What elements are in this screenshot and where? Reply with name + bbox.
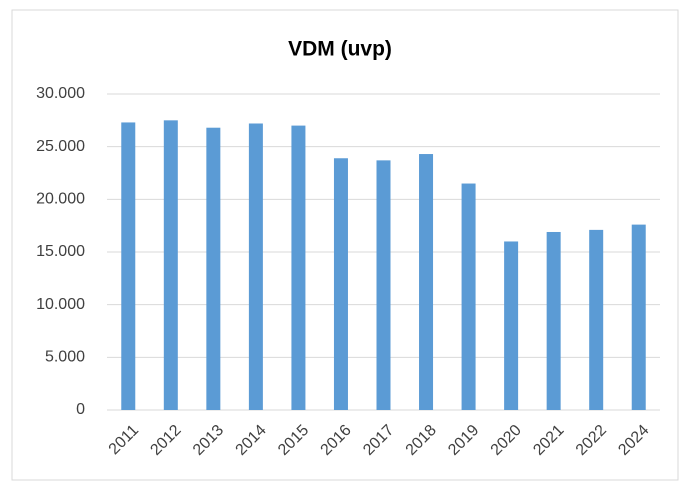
bar xyxy=(546,231,561,410)
y-tick-label: 5.000 xyxy=(45,349,85,366)
y-tick-label: 15.000 xyxy=(36,243,85,260)
y-tick-label: 10.000 xyxy=(36,296,85,313)
bar xyxy=(333,158,348,410)
y-tick-label: 20.000 xyxy=(36,191,85,208)
bar xyxy=(291,125,306,410)
bar xyxy=(419,154,434,410)
bar xyxy=(206,127,221,410)
bar xyxy=(163,120,178,410)
y-tick-label: 25.000 xyxy=(36,138,85,155)
y-tick-label: 0 xyxy=(76,401,85,418)
bar xyxy=(461,183,476,410)
bar xyxy=(589,229,604,410)
bar xyxy=(631,224,646,410)
bar xyxy=(248,123,263,410)
bar xyxy=(121,122,136,410)
chart-title: VDM (uvp) xyxy=(288,38,392,61)
y-tick-label: 30.000 xyxy=(36,85,85,102)
bar xyxy=(376,160,391,410)
bar xyxy=(504,241,519,410)
